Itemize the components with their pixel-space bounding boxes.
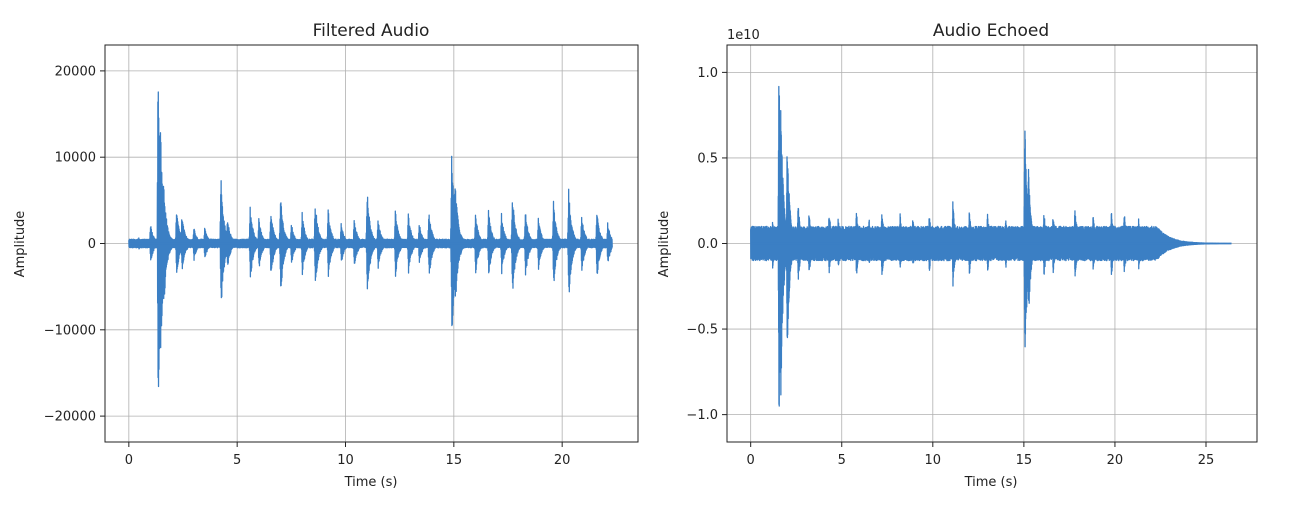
y-tick-label: −1.0 xyxy=(686,408,718,423)
y-tick-label: 0 xyxy=(88,237,96,252)
x-tick-label: 25 xyxy=(1198,453,1215,468)
y-tick-label: 10000 xyxy=(55,151,96,166)
chart-title: Filtered Audio xyxy=(313,21,430,41)
x-tick-label: 0 xyxy=(747,453,755,468)
y-tick-label: 20000 xyxy=(55,64,96,79)
x-axis-ticks: 0 5 10 15 20 xyxy=(125,442,571,468)
x-tick-label: 0 xyxy=(125,453,133,468)
y-axis-ticks: −20000 −10000 0 10000 20000 xyxy=(44,64,105,425)
y-tick-label: 0.5 xyxy=(697,151,718,166)
series-waveform xyxy=(128,91,613,388)
x-tick-label: 10 xyxy=(337,453,354,468)
waveform-line xyxy=(750,85,1232,407)
x-tick-label: 20 xyxy=(554,453,571,468)
y-axis-ticks: −1.0 −0.5 0.0 0.5 1.0 xyxy=(686,66,727,423)
x-tick-label: 5 xyxy=(838,453,846,468)
x-tick-label: 15 xyxy=(446,453,463,468)
chart-title: Audio Echoed xyxy=(933,21,1049,41)
y-tick-label: −10000 xyxy=(44,323,96,338)
chart-audio-echoed: Audio Echoed 0 5 10 15 20 25 −1.0 −0.5 0.0 0.5 1.… xyxy=(657,21,1258,490)
y-offset-label: 1e10 xyxy=(727,28,760,43)
y-tick-label: −0.5 xyxy=(686,323,718,338)
y-tick-label: 0.0 xyxy=(697,237,718,252)
y-tick-label: 1.0 xyxy=(697,66,718,81)
x-tick-label: 15 xyxy=(1016,453,1033,468)
x-tick-label: 10 xyxy=(925,453,942,468)
chart-filtered-audio: Filtered Audio 0 5 10 15 20 −20000 −10000 0 100… xyxy=(13,21,639,490)
x-axis-label: Time (s) xyxy=(964,475,1018,490)
x-tick-label: 5 xyxy=(233,453,241,468)
y-axis-label: Amplitude xyxy=(13,211,28,278)
series-waveform xyxy=(750,85,1232,407)
y-tick-label: −20000 xyxy=(44,410,96,425)
waveform-line xyxy=(128,91,613,388)
y-axis-label: Amplitude xyxy=(657,211,672,278)
x-axis-label: Time (s) xyxy=(344,475,398,490)
x-tick-label: 20 xyxy=(1107,453,1124,468)
x-axis-ticks: 0 5 10 15 20 25 xyxy=(747,442,1215,468)
